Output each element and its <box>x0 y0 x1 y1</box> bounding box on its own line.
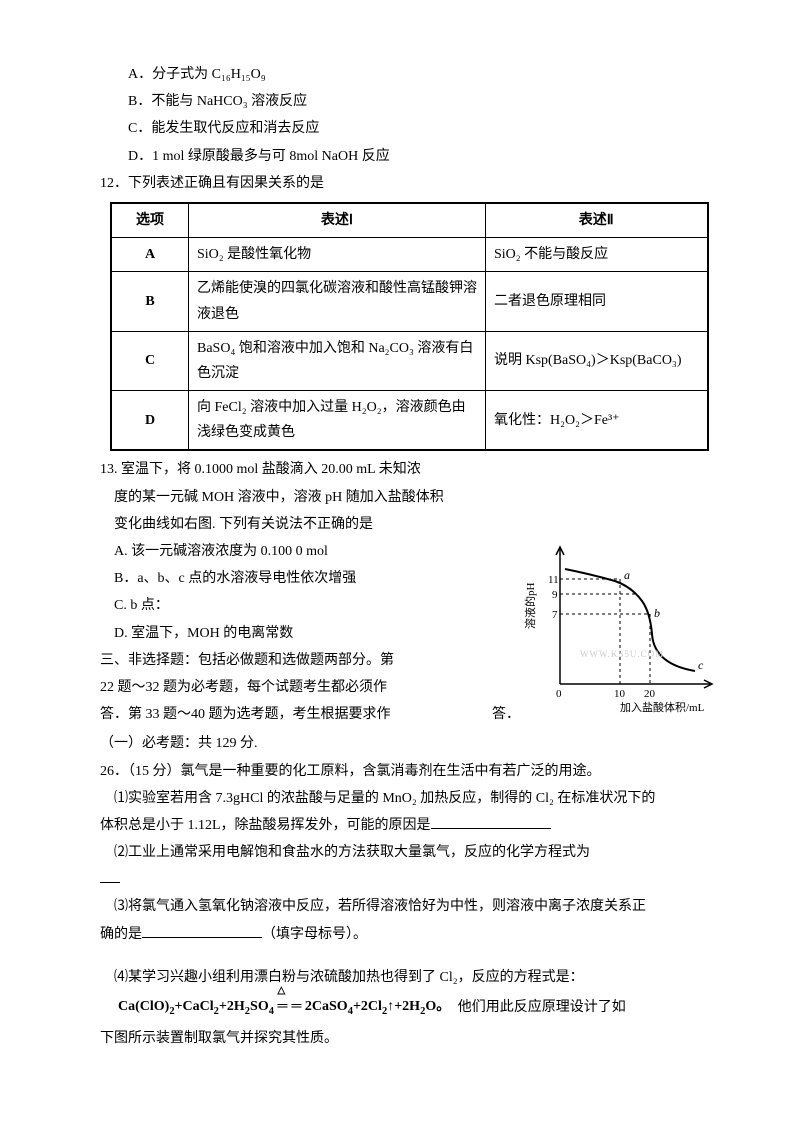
xtick: 10 <box>614 688 626 700</box>
xtick: 0 <box>556 688 562 700</box>
q13-line: 度的某一元碱 MOH 溶液中，溶液 pH 随加入盐酸体积 <box>100 485 730 510</box>
pt: a <box>624 568 630 582</box>
q26-text: 他们用此反应原理设计了如 <box>458 1000 626 1015</box>
xtick: 20 <box>644 688 656 700</box>
q12-cell: BaSO₄ 饱和溶液中加入饱和 Na₂CO₃ 溶液有白色沉淀 <box>189 331 486 390</box>
q26-p1b: 体积总是小于 1.12L，除盐酸易挥发外，可能的原因是 <box>100 813 730 838</box>
table-row: D 向 FeCl₂ 溶液中加入过量 H₂O₂，溶液颜色由浅绿色变成黄色 氧化性：… <box>111 391 708 451</box>
q26-p3: ⑶将氯气通入氢氧化钠溶液中反应，若所得溶液恰好为中性，则溶液中离子浓度关系正 <box>100 894 730 919</box>
ytick: 11 <box>548 574 559 586</box>
q12-th-option: 选项 <box>111 203 189 238</box>
q26-equation-line: Ca(ClO)2+CaCl2+2H2SO4 ══ 2CaSO4+2Cl2↑+2H… <box>100 992 730 1024</box>
q12-cell: 二者退色原理相同 <box>486 272 708 331</box>
ytick: 7 <box>552 609 558 621</box>
q26-p3b: 确的是 （填字母标号）。 <box>100 922 730 947</box>
q12-cell: C <box>111 331 189 390</box>
q11-option-c: C．能发生取代反应和消去反应 <box>100 116 730 141</box>
q26-p4c: 下图所示装置制取氯气并探究其性质。 <box>100 1026 730 1051</box>
q26-p2: ⑵工业上通常采用电解饱和食盐水的方法获取大量氯气，反应的化学方程式为 <box>100 840 730 865</box>
blank-fill[interactable] <box>431 814 551 829</box>
q12-cell: 说明 Ksp(BaSO₄)＞Ksp(BaCO₃) <box>486 331 708 390</box>
q12-cell: A <box>111 238 189 272</box>
q11-option-a: A．分子式为 C₁₆H₁₅O₉ <box>100 62 730 87</box>
watermark-text: WWW.KS5U.COM <box>580 649 664 659</box>
q12-table: 选项 表述Ⅰ 表述Ⅱ A SiO₂ 是酸性氧化物 SiO₂ 不能与酸反应 B 乙… <box>110 202 709 452</box>
q12-cell: SiO₂ 是酸性氧化物 <box>189 238 486 272</box>
q13-block: 13. 室温下，将 0.1000 mol 盐酸滴入 20.00 mL 未知浓 度… <box>100 457 730 756</box>
q13-line: 变化曲线如右图. 下列有关说法不正确的是 <box>100 512 730 537</box>
sec3-line: （一）必考题：共 129 分. <box>100 731 730 756</box>
sec3-tail: 答． <box>492 702 520 727</box>
titration-graph: 11 9 7 0 10 20 a b c 溶液的pH 加入盐酸体积/mL WWW… <box>520 539 720 714</box>
q12-th-s1: 表述Ⅰ <box>189 203 486 238</box>
q12-cell: 向 FeCl₂ 溶液中加入过量 H₂O₂，溶液颜色由浅绿色变成黄色 <box>189 391 486 451</box>
q26-p1: ⑴实验室若用含 7.3gHCl 的浓盐酸与足量的 MnO₂ 加热反应，制得的 C… <box>100 786 730 811</box>
q12-cell: 氧化性：H₂O₂＞Fe³⁺ <box>486 391 708 451</box>
pt: c <box>698 658 704 672</box>
blank-fill[interactable] <box>142 923 262 938</box>
xlabel: 加入盐酸体积/mL <box>620 700 705 714</box>
q11-option-d: D．1 mol 绿原酸最多与可 8mol NaOH 反应 <box>100 144 730 169</box>
q13-line: 13. 室温下，将 0.1000 mol 盐酸滴入 20.00 mL 未知浓 <box>100 457 730 482</box>
q11-option-b: B．不能与 NaHCO₃ 溶液反应 <box>100 89 730 114</box>
q26-text: 体积总是小于 1.12L，除盐酸易挥发外，可能的原因是 <box>100 818 431 833</box>
q26-text: （填字母标号）。 <box>262 927 367 942</box>
table-row: C BaSO₄ 饱和溶液中加入饱和 Na₂CO₃ 溶液有白色沉淀 说明 Ksp(… <box>111 331 708 390</box>
ytick: 9 <box>552 589 558 601</box>
q12-stem: 12．下列表述正确且有因果关系的是 <box>100 171 730 196</box>
q26-p2b <box>100 867 730 892</box>
q12-th-s2: 表述Ⅱ <box>486 203 708 238</box>
sec3-text: 答．第 33 题～40 题为选考题，考生根据要求作 <box>100 707 391 722</box>
q26-text: 确的是 <box>100 927 142 942</box>
q26-p4: ⑷某学习兴趣小组利用漂白粉与浓硫酸加热也得到了 Cl₂，反应的方程式是： <box>100 965 730 990</box>
blank-fill[interactable] <box>100 868 120 883</box>
pt: b <box>654 606 660 620</box>
q12-cell: B <box>111 272 189 331</box>
table-row: B 乙烯能使溴的四氯化碳溶液和酸性高锰酸钾溶液退色 二者退色原理相同 <box>111 272 708 331</box>
q12-cell: D <box>111 391 189 451</box>
chem-equation: Ca(ClO)2+CaCl2+2H2SO4 ══ 2CaSO4+2Cl2↑+2H… <box>114 992 454 1024</box>
q12-cell: SiO₂ 不能与酸反应 <box>486 238 708 272</box>
q12-cell: 乙烯能使溴的四氯化碳溶液和酸性高锰酸钾溶液退色 <box>189 272 486 331</box>
ylabel: 溶液的pH <box>523 583 537 629</box>
table-row: A SiO₂ 是酸性氧化物 SiO₂ 不能与酸反应 <box>111 238 708 272</box>
q26-stem: 26．（15 分）氯气是一种重要的化工原料，含氯消毒剂在生活中有若广泛的用途。 <box>100 759 730 784</box>
